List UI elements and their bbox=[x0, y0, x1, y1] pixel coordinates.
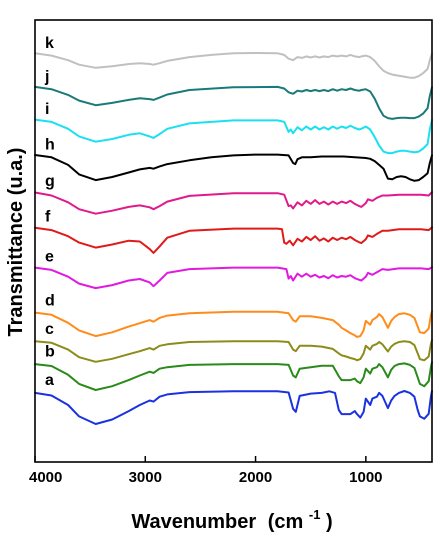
series-trace-a bbox=[34, 390, 433, 425]
series-trace-g bbox=[34, 191, 433, 215]
series-label-k: k bbox=[45, 35, 54, 52]
series-trace-j bbox=[34, 85, 433, 120]
x-axis-title-main: Wavenumber bbox=[131, 511, 256, 533]
x-axis-title: Wavenumber (cm -1 ) bbox=[131, 502, 332, 533]
series-trace-k bbox=[34, 52, 433, 79]
series-label-f: f bbox=[45, 209, 51, 226]
series-trace-h bbox=[34, 153, 433, 182]
series-trace-c bbox=[34, 339, 433, 363]
series-label-e: e bbox=[45, 248, 54, 265]
series-label-h: h bbox=[45, 137, 55, 154]
series-label-i: i bbox=[45, 101, 49, 118]
x-axis-unit-open: (cm bbox=[268, 511, 304, 533]
x-ticks: 4000 3000 2000 1000 bbox=[29, 456, 383, 486]
series-label-j: j bbox=[44, 68, 49, 85]
plot-frame bbox=[34, 19, 433, 463]
series-trace-b bbox=[34, 361, 433, 391]
series-label-g: g bbox=[45, 173, 55, 190]
series-traces bbox=[34, 52, 433, 425]
x-axis-unit-close: ) bbox=[326, 511, 333, 533]
x-tick-label: 2000 bbox=[239, 469, 272, 486]
series-trace-f bbox=[34, 226, 433, 254]
y-axis-title: Transmittance (u.a.) bbox=[5, 148, 27, 337]
series-label-a: a bbox=[45, 372, 54, 389]
series-trace-i bbox=[34, 118, 433, 155]
x-axis-unit-sup: -1 bbox=[309, 507, 321, 522]
series-trace-d bbox=[34, 310, 433, 338]
series-label-d: d bbox=[45, 293, 55, 310]
series-label-c: c bbox=[45, 321, 54, 338]
x-tick-label: 3000 bbox=[129, 469, 162, 486]
series-label-b: b bbox=[45, 343, 55, 360]
series-trace-e bbox=[34, 266, 433, 290]
x-tick-label: 4000 bbox=[29, 469, 62, 486]
x-tick-label: 1000 bbox=[349, 469, 382, 486]
